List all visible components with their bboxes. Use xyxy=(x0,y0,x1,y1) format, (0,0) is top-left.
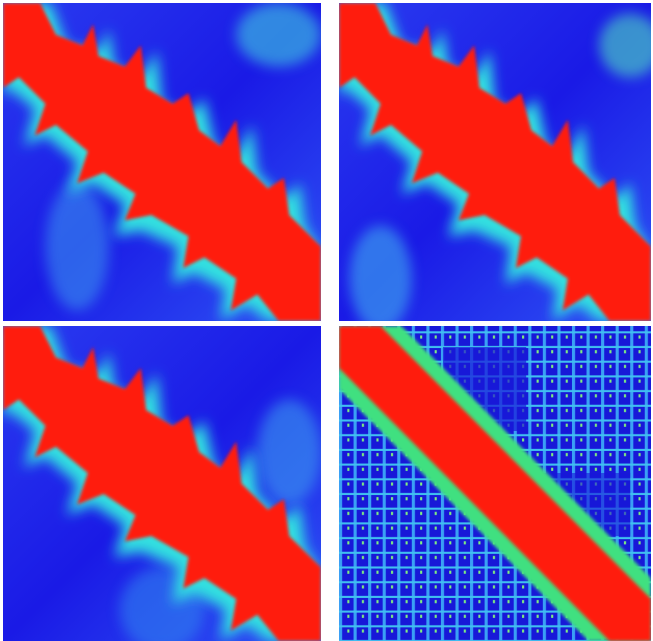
panel-top-right xyxy=(339,3,651,321)
panel-bottom-right xyxy=(339,326,651,641)
panel-bottom-left xyxy=(3,326,321,641)
panel-top-left xyxy=(3,3,321,321)
